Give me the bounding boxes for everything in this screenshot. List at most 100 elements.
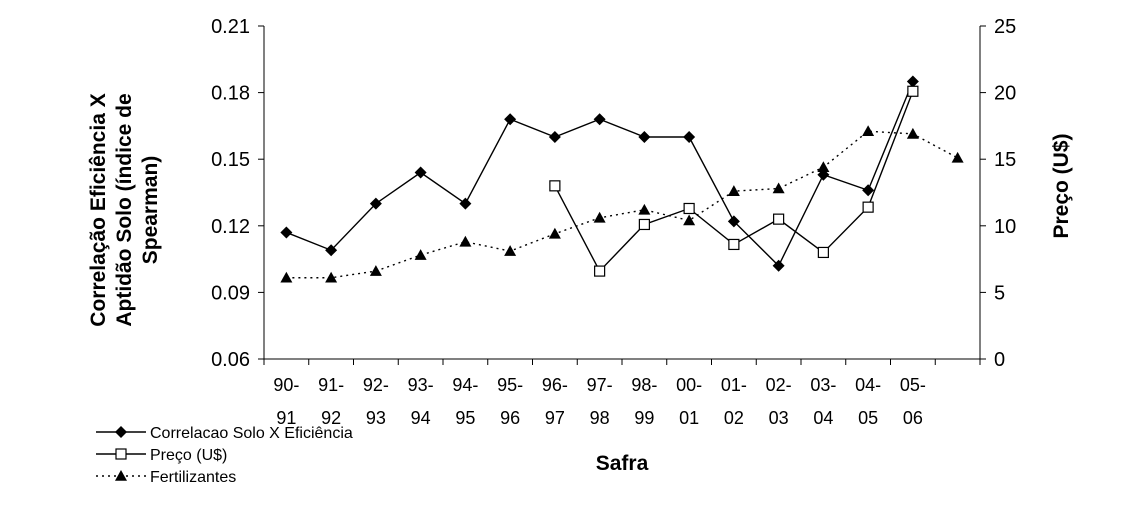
right-tick-label: 20	[994, 83, 1016, 105]
diamond-marker	[683, 131, 696, 143]
x-tick-label-top: 90-	[273, 375, 299, 395]
x-tick-label-bottom: 94	[411, 408, 431, 428]
triangle-marker	[951, 151, 964, 163]
series-2	[549, 85, 919, 277]
x-tick-label-bottom: 03	[769, 408, 789, 428]
x-tick-label-top: 96-	[542, 375, 568, 395]
diamond-marker	[906, 75, 919, 88]
diamond-marker	[280, 226, 293, 239]
x-tick-label-bottom: 97	[545, 408, 565, 428]
legend-label: Correlacao Solo X Eficiência	[150, 425, 353, 442]
square-marker	[773, 213, 785, 225]
square-marker	[549, 180, 561, 192]
square-marker	[862, 201, 874, 213]
triangle-marker	[727, 185, 740, 196]
triangle-marker	[459, 235, 472, 247]
x-tick-label-bottom: 05	[858, 408, 878, 428]
triangle-marker	[115, 470, 127, 481]
x-tick-label-top: 93-	[408, 375, 434, 395]
right-tick-label: 10	[994, 216, 1016, 238]
square-marker	[594, 265, 606, 277]
diamond-marker	[459, 197, 472, 210]
diamond-marker	[772, 259, 785, 272]
left-tick-label: 0.15	[211, 149, 250, 171]
diamond-marker	[369, 197, 382, 210]
x-tick-label-top: 02-	[766, 375, 792, 395]
diamond-marker	[504, 113, 517, 126]
right-tick-label: 0	[994, 349, 1005, 371]
left-tick-label: 0.12	[211, 216, 250, 238]
right-tick-label: 25	[994, 16, 1016, 38]
triangle-marker	[817, 161, 830, 172]
diamond-marker	[862, 184, 875, 197]
x-tick-label-top: 98-	[631, 375, 657, 395]
triangle-marker	[325, 271, 338, 283]
diamond-marker	[548, 131, 561, 143]
x-tick-label-bottom: 91	[276, 408, 296, 428]
square-marker	[907, 85, 919, 97]
square-marker	[817, 246, 829, 259]
square-marker	[115, 448, 127, 460]
diamond-marker	[414, 166, 427, 179]
x-tick-label-bottom: 04	[813, 408, 833, 428]
diamond-marker	[593, 113, 606, 126]
triangle-marker	[414, 249, 427, 260]
triangle-marker	[683, 214, 696, 226]
series-line	[286, 130, 958, 279]
x-tick-label-bottom: 96	[500, 408, 520, 428]
triangle-marker	[280, 271, 293, 283]
x-tick-label-top: 97-	[587, 375, 613, 395]
diamond-marker	[115, 426, 127, 438]
triangle-marker	[593, 211, 606, 223]
x-tick-label-bottom: 92	[321, 408, 341, 428]
x-tick-label-top: 91-	[318, 375, 344, 395]
triangle-marker	[369, 265, 382, 276]
x-tick-label-top: 92-	[363, 375, 389, 395]
left-axis-title-line: Spearman)	[139, 156, 162, 265]
x-tick-label-top: 04-	[855, 375, 881, 395]
x-tick-label-top: 05-	[900, 375, 926, 395]
legend-entry: Fertilizantes	[96, 469, 236, 486]
square-marker	[728, 238, 740, 251]
x-tick-label-top: 01-	[721, 375, 747, 395]
right-tick-label: 5	[994, 282, 1005, 304]
triangle-marker	[548, 227, 561, 239]
right-tick-label: 15	[994, 149, 1016, 171]
legend-label: Fertilizantes	[150, 469, 236, 486]
left-tick-label: 0.06	[211, 349, 250, 371]
series-layer	[280, 75, 964, 283]
legend-label: Preço (U$)	[150, 447, 227, 464]
left-axis-title-line: Aptidão Solo (índice de	[113, 93, 136, 326]
left-tick-label: 0.21	[211, 16, 250, 38]
series-1	[280, 75, 919, 272]
triangle-marker	[906, 127, 919, 139]
x-tick-label-top: 03-	[810, 375, 836, 395]
triangle-marker	[862, 125, 875, 137]
legend: Correlacao Solo X Eficiência Preço (U$) Fe…	[96, 425, 353, 486]
labels-layer: 0.060.090.120.150.180.21051015202590-919…	[87, 16, 1073, 475]
legend-entry: Preço (U$)	[96, 447, 227, 464]
x-tick-label-bottom: 06	[903, 408, 923, 428]
x-tick-label-bottom: 99	[634, 408, 654, 428]
right-axis-title: Preço (U$)	[1050, 133, 1073, 238]
triangle-marker	[504, 245, 517, 256]
diamond-marker	[325, 244, 338, 257]
x-tick-label-bottom: 02	[724, 408, 744, 428]
legend-entry: Correlacao Solo X Eficiência	[96, 425, 353, 442]
x-tick-label-top: 00-	[676, 375, 702, 395]
left-tick-label: 0.09	[211, 282, 250, 304]
left-axis-title: Correlação Eficiência X Aptidão Solo (índ…	[87, 93, 162, 326]
x-tick-label-top: 94-	[452, 375, 478, 395]
diamond-marker	[638, 131, 651, 143]
series-3	[280, 125, 964, 283]
left-tick-label: 0.18	[211, 83, 250, 105]
triangle-marker	[638, 203, 651, 215]
diamond-marker	[727, 215, 740, 228]
axes	[258, 25, 986, 365]
x-tick-label-bottom: 93	[366, 408, 386, 428]
x-tick-label-bottom: 01	[679, 408, 699, 428]
x-tick-label-bottom: 98	[590, 408, 610, 428]
square-marker	[683, 202, 695, 215]
left-axis-title-line: Correlação Eficiência X	[87, 93, 110, 326]
